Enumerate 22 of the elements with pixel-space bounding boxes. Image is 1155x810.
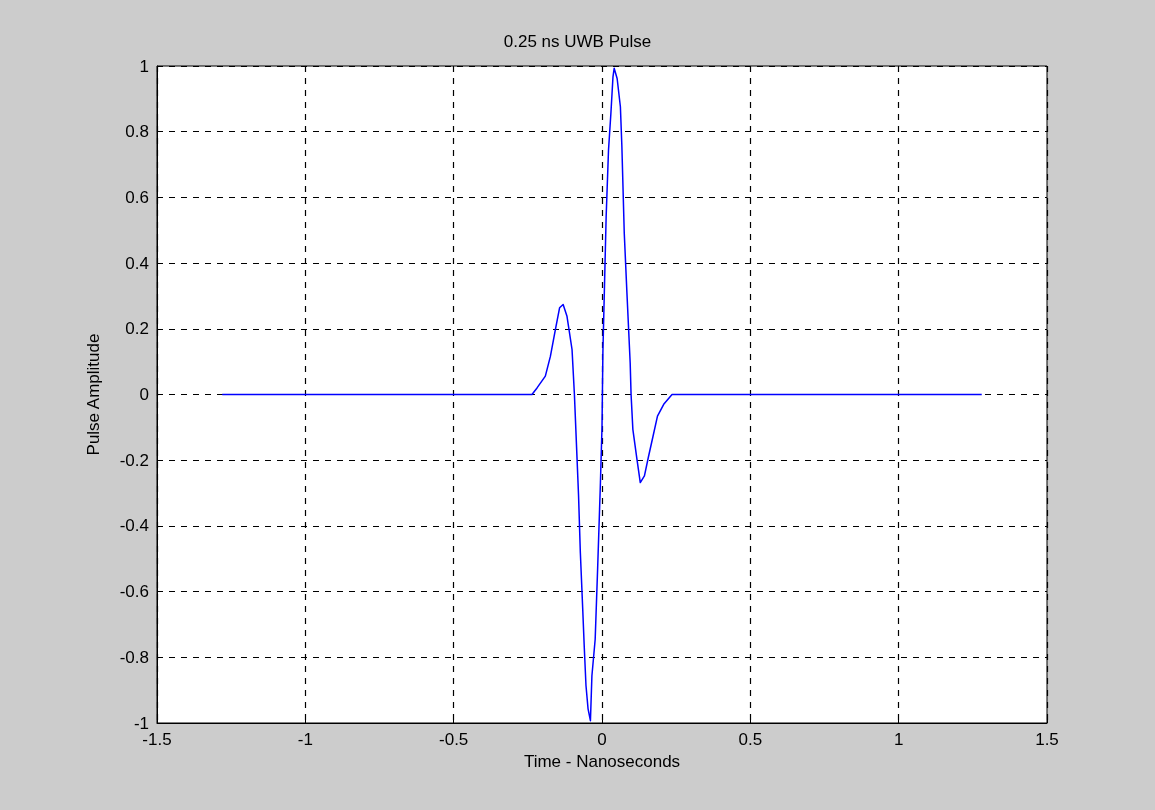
y-tick-label: 0.8: [125, 122, 149, 142]
x-tick-label: 0.5: [738, 730, 763, 749]
y-tick-label: -1: [133, 713, 149, 733]
x-tick-label: -1.5: [142, 730, 172, 749]
y-tick-label: -0.8: [119, 647, 149, 667]
x-tick-label: -1: [297, 730, 313, 749]
x-axis-title: Time - Nanoseconds: [523, 752, 681, 771]
y-tick-label: -0.6: [119, 582, 149, 602]
x-tick-label: -0.5: [439, 730, 469, 749]
y-tick-label: -0.4: [119, 516, 149, 536]
y-tick-label: 0.4: [125, 253, 149, 273]
y-tick-label: 0.2: [125, 319, 149, 339]
y-tick-label: 0: [139, 385, 149, 404]
y-tick-label: 1: [139, 56, 149, 76]
x-tick-label: 1.5: [1035, 730, 1059, 749]
x-tick-label: 0: [597, 730, 607, 749]
chart-title: 0.25 ns UWB Pulse: [503, 32, 652, 51]
line-series: [221, 67, 983, 722]
y-axis-title: Pulse Amplitude: [84, 333, 103, 456]
y-tick-label: -0.2: [119, 450, 149, 470]
y-tick-label: 0.6: [125, 187, 149, 207]
x-tick-label: 1: [893, 730, 904, 749]
